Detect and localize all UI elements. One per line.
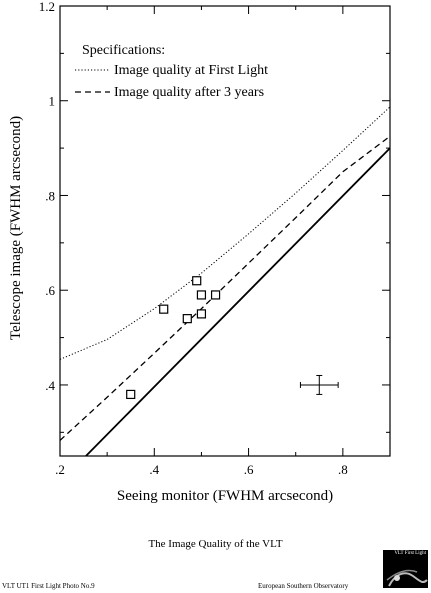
x-tick-label: .8 <box>338 462 348 477</box>
plot-frame <box>59 5 391 457</box>
series-line-dotted <box>59 106 391 360</box>
legend-entry: Image quality after 3 years <box>114 85 264 100</box>
logo-text: VLT First Light <box>394 551 426 556</box>
x-tick-label: .6 <box>244 462 254 477</box>
series-line-dashed <box>59 135 391 441</box>
data-point <box>210 290 221 300</box>
axes: .2 .4 .6 .8 .4 .6 .8 1 1.2 <box>39 0 391 477</box>
data-point <box>192 276 202 286</box>
data-points <box>126 276 339 400</box>
x-tick-label: .4 <box>149 462 159 477</box>
data-point <box>196 309 207 319</box>
series-lines <box>59 106 391 457</box>
legend: Specifications: Image quality at First Li… <box>75 43 268 100</box>
series-line-solid <box>85 147 391 457</box>
figure-caption: The Image Quality of the VLT <box>148 538 283 550</box>
organization-credit: European Southern Observatory <box>258 582 349 590</box>
x-axis-label: Seeing monitor (FWHM arcsecond) <box>117 488 333 504</box>
y-tick-label: 1 <box>49 94 56 109</box>
data-point <box>126 389 136 400</box>
vlt-logo: VLT First Light <box>383 550 428 588</box>
data-point <box>196 290 207 300</box>
data-point <box>159 304 169 314</box>
legend-entry: Image quality at First Light <box>114 63 268 78</box>
y-tick-label: .6 <box>45 283 55 298</box>
y-tick-label: 1.2 <box>39 0 55 14</box>
y-tick-label: .4 <box>45 378 55 393</box>
data-point <box>182 314 192 324</box>
logo-graphic <box>386 569 428 587</box>
y-axis-label: Telescope image (FWHM arcsecond) <box>8 116 24 340</box>
photo-credit: VLT UT1 First Light Photo No.9 <box>2 582 95 590</box>
y-tick-label: .8 <box>45 188 55 203</box>
x-tick-label: .2 <box>55 462 65 477</box>
legend-title: Specifications: <box>82 43 165 58</box>
